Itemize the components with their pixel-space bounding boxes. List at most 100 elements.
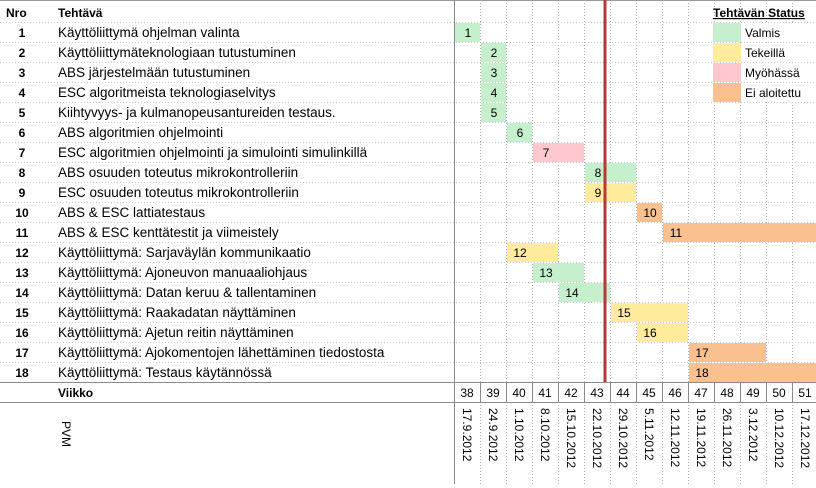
date-tick-label: 26.11.2012 [720, 408, 734, 467]
date-tick-label: 12.11.2012 [668, 408, 682, 467]
week-tick-label: 42 [564, 386, 578, 400]
week-tick-label: 39 [486, 386, 500, 400]
legend-label: Valmis [745, 26, 780, 40]
task-bar [689, 343, 766, 362]
task-bar [611, 303, 688, 322]
task-name: ABS algoritmien ohjelmointi [58, 125, 223, 140]
date-tick-label: 17.9.2012 [460, 408, 474, 462]
task-name: Käyttöliittymä: Ajetun reitin näyttämine… [58, 325, 294, 340]
week-tick-label: 48 [720, 386, 734, 400]
task-number: 8 [19, 166, 26, 180]
task-name: Kiihtyvyys- ja kulmanopeusantureiden tes… [58, 105, 336, 120]
header-task: Tehtävä [58, 6, 103, 20]
task-bar [481, 43, 506, 62]
date-tick-label: 1.10.2012 [512, 408, 526, 462]
task-name: Käyttöliittymä: Ajoneuvon manuaaliohjaus [58, 265, 307, 280]
task-bar-label: 2 [491, 46, 498, 60]
legend-label: Tekeillä [745, 46, 785, 60]
legend-label-bg [741, 23, 816, 42]
task-bar [585, 183, 636, 202]
task-bar-label: 6 [517, 126, 524, 140]
task-name: Käyttöliittymä: Sarjaväylän kommunikaati… [58, 245, 311, 260]
task-bar-label: 11 [670, 226, 683, 240]
task-bar [559, 283, 610, 302]
task-number: 12 [15, 246, 29, 260]
header-number: Nro [6, 6, 27, 20]
week-tick-label: 44 [616, 386, 630, 400]
task-number: 2 [19, 46, 26, 60]
task-number: 16 [15, 326, 29, 340]
task-number: 13 [15, 266, 29, 280]
task-bar [507, 123, 532, 142]
task-bar-label: 15 [617, 306, 631, 320]
task-bar-label: 12 [513, 246, 527, 260]
task-bar [533, 143, 584, 162]
task-bar-label: 17 [695, 346, 709, 360]
task-bar-label: 3 [491, 66, 498, 80]
date-tick-label: 17.12.2012 [798, 408, 812, 468]
task-name: Käyttöliittymä: Raakadatan näyttäminen [58, 305, 296, 320]
task-name: ABS & ESC kenttätestit ja viimeistely [58, 225, 279, 240]
legend-label-bg [741, 83, 816, 102]
date-tick-label: 8.10.2012 [538, 408, 552, 462]
task-bar-label: 9 [595, 186, 602, 200]
text-labels: Nro Tehtävä Viikko PVM 1 Käyttöliittymä o… [6, 6, 812, 468]
task-number: 1 [19, 26, 26, 40]
legend: Tehtävän Status Valmis Tekeillä Myöhässä Ei… [713, 6, 816, 102]
task-bar [663, 223, 816, 242]
task-bar [481, 83, 506, 102]
task-bar-label: 7 [543, 146, 550, 160]
task-bar-label: 4 [491, 86, 498, 100]
week-tick-label: 50 [772, 386, 786, 400]
week-tick-label: 49 [746, 386, 760, 400]
date-tick-label: 24.9.2012 [486, 408, 500, 462]
task-number: 3 [19, 66, 26, 80]
header-week: Viikko [58, 386, 93, 400]
task-number: 14 [15, 286, 29, 300]
week-tick-label: 46 [668, 386, 682, 400]
task-bar [585, 163, 636, 182]
task-bar [637, 203, 662, 222]
task-bar [507, 243, 558, 262]
task-number: 10 [15, 206, 29, 220]
week-tick-label: 40 [512, 386, 526, 400]
week-tick-label: 51 [798, 386, 812, 400]
legend-title: Tehtävän Status [713, 6, 805, 20]
task-bar-label: 13 [539, 266, 553, 280]
legend-label: Ei aloitettu [745, 86, 801, 100]
task-bar [481, 103, 506, 122]
week-tick-label: 38 [460, 386, 474, 400]
task-bar [689, 363, 816, 382]
task-name: ABS & ESC lattiatestaus [58, 205, 205, 220]
date-tick-label: 29.10.2012 [616, 408, 630, 468]
task-bar-label: 10 [643, 206, 657, 220]
task-number: 5 [19, 106, 26, 120]
date-tick-label: 19.11.2012 [694, 408, 708, 467]
task-bar [533, 263, 584, 282]
task-name: ESC osuuden toteutus mikrokontrolleriin [58, 185, 299, 200]
task-bar [637, 323, 688, 342]
legend-label-bg [741, 63, 816, 82]
task-bar-label: 5 [491, 106, 498, 120]
task-bar-label: 18 [695, 366, 709, 380]
task-bar [455, 23, 480, 42]
week-tick-label: 45 [642, 386, 656, 400]
task-bar [481, 63, 506, 82]
task-name: ESC algoritmien ohjelmointi ja simuloint… [58, 145, 368, 160]
task-name: Käyttöliittymä: Datan keruu & tallentami… [58, 285, 316, 300]
task-bar-label: 14 [565, 286, 579, 300]
date-tick-label: 10.12.2012 [772, 408, 786, 468]
task-name: Käyttöliittymä: Testaus käytännössä [58, 365, 272, 380]
week-tick-label: 41 [538, 386, 552, 400]
week-tick-label: 47 [694, 386, 708, 400]
header-date: PVM [59, 421, 73, 447]
task-bar-label: 8 [595, 166, 602, 180]
legend-swatch [713, 43, 741, 62]
task-bar-label: 1 [465, 26, 472, 40]
task-number: 7 [19, 146, 26, 160]
task-name: ESC algoritmeista teknologiaselvitys [58, 85, 276, 100]
task-number: 15 [15, 306, 29, 320]
date-tick-label: 5.11.2012 [642, 408, 656, 461]
